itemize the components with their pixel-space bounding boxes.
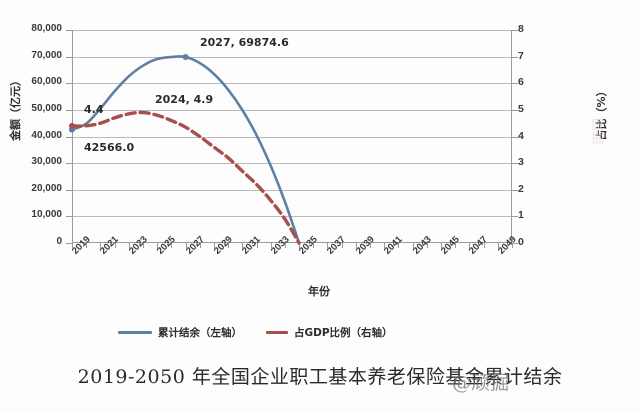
x-axis-tickmark [86, 243, 88, 248]
x-axis-tickmark [100, 243, 102, 248]
plot-area [72, 30, 512, 243]
x-axis-tickmark [483, 243, 485, 248]
y-axis-right-tick-label: 8 [518, 23, 524, 35]
line-gdp-ratio [70, 110, 301, 245]
y-axis-left-tick-label: 70,000 [31, 49, 62, 61]
x-axis-tickmark [256, 243, 258, 248]
x-axis-tickmark [72, 243, 73, 248]
annotation-start-gdp-ratio: 4.4 [84, 103, 104, 116]
y-axis-left-tick-label: 30,000 [31, 156, 62, 168]
annotation-peak-balance: 2027, 69874.6 [200, 36, 289, 49]
x-axis-tickmark [213, 243, 215, 248]
x-axis-tickmark [426, 243, 428, 248]
x-axis-tickmark [128, 243, 130, 248]
x-axis-tickmark [412, 243, 414, 248]
y-axis-left-tickmark [66, 243, 72, 244]
x-axis-tickmark [142, 243, 144, 248]
y-axis-right-tick-label: 0 [518, 236, 524, 248]
y-axis-left-title: 金额（亿元） [9, 75, 22, 141]
gridline [73, 56, 511, 58]
y-axis-left-tickmark [66, 216, 72, 218]
y-axis-left-tickmark [66, 83, 72, 85]
y-axis-right-tickmark [512, 216, 518, 218]
x-axis-tickmark [228, 243, 230, 248]
y-axis-right-tickmark [512, 163, 518, 165]
x-axis-tickmark [185, 243, 187, 248]
marker-start-gdp-ratio [69, 122, 75, 129]
legend-item-gdp-ratio[interactable]: 占GDP比例（右轴） [266, 325, 393, 340]
y-axis-left-tick-label: 10,000 [31, 209, 62, 221]
x-axis-tickmark [284, 243, 286, 248]
x-axis-tickmark [441, 243, 443, 248]
annotation-start-balance: 42566.0 [84, 141, 135, 154]
legend-label-balance: 累计结余（左轴） [158, 327, 242, 339]
x-axis-tickmark [242, 243, 244, 248]
y-axis-left-tick-label: 50,000 [31, 102, 62, 114]
chart-legend: 累计结余（左轴） 占GDP比例（右轴） [118, 325, 393, 340]
watermark-caption: @顽掘 [452, 372, 510, 394]
y-axis-right-tickmark [512, 56, 518, 58]
x-axis-tickmark [341, 243, 343, 248]
y-axis-right-tick-label: 6 [518, 76, 524, 89]
x-axis-tickmark [157, 243, 159, 248]
watermark-side: 原掘 [588, 118, 603, 144]
y-axis-right-tickmark [512, 243, 518, 244]
y-axis-left-tick-label: 40,000 [31, 129, 62, 141]
y-axis-left-tickmark [66, 30, 72, 31]
x-axis-tickmark [455, 243, 457, 248]
y-axis-left-tick-label: 80,000 [31, 23, 62, 34]
x-axis-title: 年份 [308, 285, 330, 298]
y-axis-left-tickmark [66, 136, 72, 138]
gridline [73, 136, 511, 138]
x-axis-tickmark [114, 243, 116, 248]
x-axis-tickmark [370, 243, 372, 248]
x-axis-tickmark [469, 243, 471, 248]
y-axis-right-tick-label: 7 [518, 49, 524, 62]
y-axis-left-tickmark [66, 163, 72, 165]
gridline [73, 216, 511, 218]
y-axis-left-tick-label: 60,000 [31, 76, 62, 88]
figure-caption: 2019-2050 年全国企业职工基本养老保险基金累计结余 [77, 366, 563, 388]
y-axis-right-tickmark [512, 30, 518, 31]
y-axis-right-tick-label: 1 [518, 209, 524, 222]
legend-swatch-dashed-icon [266, 331, 288, 334]
y-axis-left-tick-label: 20,000 [31, 182, 62, 194]
gridline [73, 109, 511, 111]
gridline [73, 30, 511, 31]
x-axis-tickmark [270, 243, 272, 248]
y-axis-left-tickmark [66, 189, 72, 191]
legend-swatch-solid-icon [118, 331, 152, 334]
x-axis-tickmark [299, 243, 301, 248]
y-axis-left-tickmark [66, 109, 72, 111]
y-axis-right-tick-label: 4 [518, 129, 524, 142]
x-axis-tickmark [497, 243, 499, 248]
y-axis-right-tick-label: 2 [518, 182, 524, 195]
y-axis-left-tickmark [66, 56, 72, 58]
x-axis-tickmark [313, 243, 315, 248]
x-axis-tickmark [384, 243, 386, 248]
x-axis-tickmark [327, 243, 329, 248]
y-axis-left-tick-label: 0 [56, 236, 62, 247]
legend-label-gdp-ratio: 占GDP比例（右轴） [294, 327, 393, 339]
gridline [73, 189, 511, 191]
chart-figure: 0 10,000 20,000 30,000 40,000 50,000 60,000 70,… [9, 23, 608, 340]
x-axis-tickmark [171, 243, 173, 248]
y-axis-right-tickmark [512, 136, 518, 138]
y-axis-right-tick-label: 5 [518, 102, 524, 115]
x-axis-tickmark [355, 243, 357, 248]
marker-peak-balance [182, 53, 189, 60]
y-axis-right-tickmark [512, 189, 518, 191]
legend-item-balance[interactable]: 累计结余（左轴） [118, 325, 242, 340]
series-svg [69, 53, 301, 245]
y-axis-right-tick-label: 3 [518, 156, 524, 169]
y-axis-right-tickmark [512, 83, 518, 85]
gridline [73, 83, 511, 85]
x-axis-tickmark [199, 243, 201, 248]
y-axis-right-tickmark [512, 109, 518, 111]
annotation-peak-gdp-ratio: 2024, 4.9 [155, 93, 214, 106]
x-axis-tickmark [398, 243, 400, 248]
gridline [73, 163, 511, 165]
x-axis-tickmark [512, 243, 513, 248]
